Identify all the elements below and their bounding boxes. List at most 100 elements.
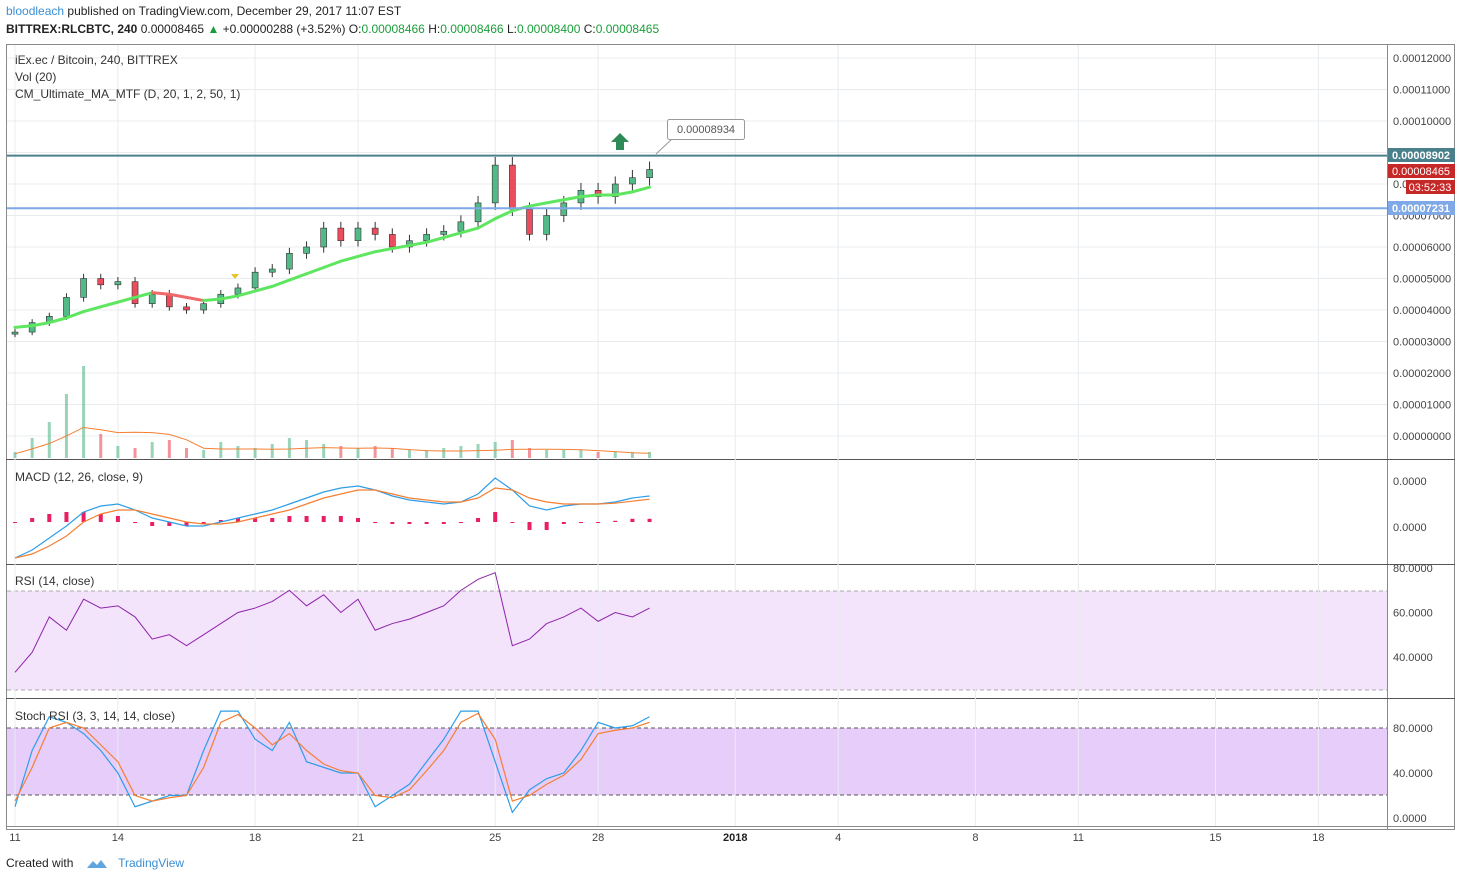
candle-body [234,287,242,295]
macd-histogram-bar [30,518,35,522]
volume-bar [356,448,360,458]
macd-histogram-bar [527,522,532,530]
macd-histogram-bar [510,522,515,523]
candle-body [268,268,276,273]
volume-bar [13,452,17,458]
candle-body [371,227,379,235]
price-change: +0.00000288 (+3.52%) [222,22,346,36]
candle-body [526,208,533,235]
macd-legend: MACD (12, 26, close, 9) [15,470,144,484]
candle-body [148,293,156,304]
candle-body [320,227,328,248]
ma-line-segment [356,250,377,258]
volume-bar [287,438,291,458]
candle-body [303,246,310,254]
candle-body [183,306,190,311]
candle-body [286,253,293,270]
ma-line-segment [47,316,68,325]
created-with-text: Created with [6,856,74,870]
tradingview-link[interactable]: TradingView [118,856,185,870]
tradingview-logo-icon[interactable] [85,858,109,870]
macd-histogram-bar [253,518,258,522]
stoch-y-tick-label: 80.0000 [1393,723,1433,735]
candle-body [440,230,448,235]
macd-pane [13,477,652,559]
macd-histogram-bar [613,520,618,522]
ma-legend: CM_Ultimate_MA_MTF (D, 20, 1, 2, 50, 1) [15,87,241,101]
rsi-pane [14,571,650,673]
macd-histogram-bar [98,514,103,522]
macd-histogram-bar [47,514,52,522]
ma-line-segment [270,278,291,288]
volume-bar [150,442,154,458]
macd-histogram-bar [578,522,583,523]
candle-body [63,297,70,317]
macd-y-tick-label: 0.0000 [1393,476,1427,488]
ma-line-segment [185,295,206,303]
stoch-k-line [14,710,650,814]
volume-bar [322,444,326,458]
buy-arrow-icon [611,133,629,150]
ma-line-segment [373,247,394,254]
rsi-band [7,591,1387,690]
volume-bar [442,448,446,458]
ma-line-segment [167,292,188,299]
macd-histogram-bar [304,516,309,522]
candle-body [474,202,482,223]
close-value: 0.00008465 [595,22,660,36]
volume-bar [99,434,103,458]
volume-bar [116,446,120,458]
ma-line-segment [579,193,600,199]
macd-histogram-bar [133,522,138,523]
volume-bar [613,452,617,458]
callout-box [667,119,745,140]
x-tick-label: 21 [352,832,364,844]
volume-ma-line [14,426,650,455]
footer: Created with TradingView [6,856,184,870]
macd-histogram-bar [647,518,652,522]
ma-line-segment [528,201,549,208]
macd-histogram-bar [476,518,481,522]
x-tick-label: 18 [249,832,261,844]
candle-body [200,303,207,311]
candle-body [543,215,550,235]
volume-bars [13,366,652,458]
volume-bar [528,448,531,458]
y-tick-label: 0.00002000 [1393,368,1451,380]
candle-body [491,164,499,204]
x-tick-label: 8 [972,832,978,844]
ma-line-segment [150,291,171,296]
macd-histogram-bar [373,522,378,523]
x-tick-label: 25 [489,832,501,844]
volume-bar [185,448,188,458]
ma-line-segment [562,195,583,202]
published-text: published on TradingView.com, December 2… [67,4,402,18]
volume-bar [64,394,68,458]
candle-body [629,177,636,185]
macd-histogram-bar [596,522,601,523]
countdown-value: 03:52:33 [1409,182,1452,194]
volume-bar [579,450,583,458]
macd-histogram-bar [321,516,326,522]
ma-line-segment [390,243,411,251]
macd-histogram-bar [407,522,412,524]
macd-histogram-bar [287,516,292,522]
macd-signal-line [14,487,650,559]
candle-body [114,281,122,286]
stoch-legend: Stoch RSI (3, 3, 14, 14, close) [15,709,176,723]
candle-body [611,183,619,197]
macd-y-tick-label: 0.0000 [1393,522,1427,534]
support-value: 0.00007231 [1392,203,1450,215]
volume-bar [339,446,343,458]
macd-histogram-bar [13,522,17,523]
macd-histogram-bar [630,518,635,522]
candle-body [131,281,139,304]
ma-line-segment [459,226,480,235]
ma-line-segment [116,295,137,304]
rsi-y-tick-label: 60.0000 [1393,608,1433,620]
author-link[interactable]: bloodleach [6,4,65,18]
volume-bar [47,422,51,458]
callout-value: 0.00008934 [677,124,735,136]
macd-histogram-bar [458,522,463,523]
